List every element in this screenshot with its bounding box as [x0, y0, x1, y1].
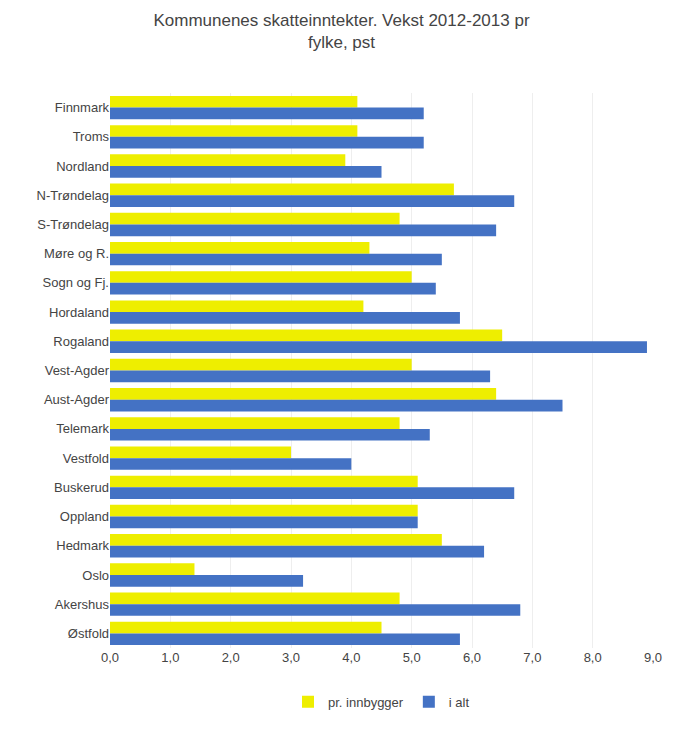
- svg-text:Finnmark: Finnmark: [55, 100, 110, 115]
- svg-text:3,0: 3,0: [282, 650, 300, 665]
- svg-text:8,0: 8,0: [584, 650, 602, 665]
- svg-text:2,0: 2,0: [222, 650, 240, 665]
- svg-text:i alt: i alt: [449, 695, 470, 710]
- svg-text:4,0: 4,0: [342, 650, 360, 665]
- svg-text:Vestfold: Vestfold: [63, 451, 109, 466]
- svg-text:N-Trøndelag: N-Trøndelag: [37, 188, 109, 203]
- svg-text:1,0: 1,0: [161, 650, 179, 665]
- svg-text:Troms: Troms: [73, 129, 110, 144]
- svg-text:7,0: 7,0: [523, 650, 541, 665]
- svg-text:Hedmark: Hedmark: [56, 538, 109, 553]
- svg-text:Akershus: Akershus: [55, 597, 110, 612]
- svg-text:6,0: 6,0: [463, 650, 481, 665]
- svg-text:Møre og R.: Møre og R.: [44, 246, 109, 261]
- svg-text:Østfold: Østfold: [68, 626, 109, 641]
- svg-text:Aust-Agder: Aust-Agder: [44, 392, 110, 407]
- svg-text:Buskerud: Buskerud: [54, 480, 109, 495]
- svg-text:Rogaland: Rogaland: [53, 334, 109, 349]
- svg-text:Kommunenes skatteinntekter. Ve: Kommunenes skatteinntekter. Vekst 2012-2…: [153, 11, 529, 52]
- svg-text:Sogn og Fj.: Sogn og Fj.: [43, 275, 110, 290]
- svg-text:Oppland: Oppland: [60, 509, 109, 524]
- svg-text:Nordland: Nordland: [56, 159, 109, 174]
- svg-text:Telemark: Telemark: [56, 421, 109, 436]
- svg-text:9,0: 9,0: [644, 650, 662, 665]
- svg-text:Vest-Agder: Vest-Agder: [45, 363, 110, 378]
- svg-text:0,0: 0,0: [101, 650, 119, 665]
- svg-text:Hordaland: Hordaland: [49, 305, 109, 320]
- svg-text:pr. innbygger: pr. innbygger: [328, 695, 404, 710]
- svg-text:5,0: 5,0: [403, 650, 421, 665]
- svg-text:Oslo: Oslo: [82, 568, 109, 583]
- svg-text:S-Trøndelag: S-Trøndelag: [37, 217, 109, 232]
